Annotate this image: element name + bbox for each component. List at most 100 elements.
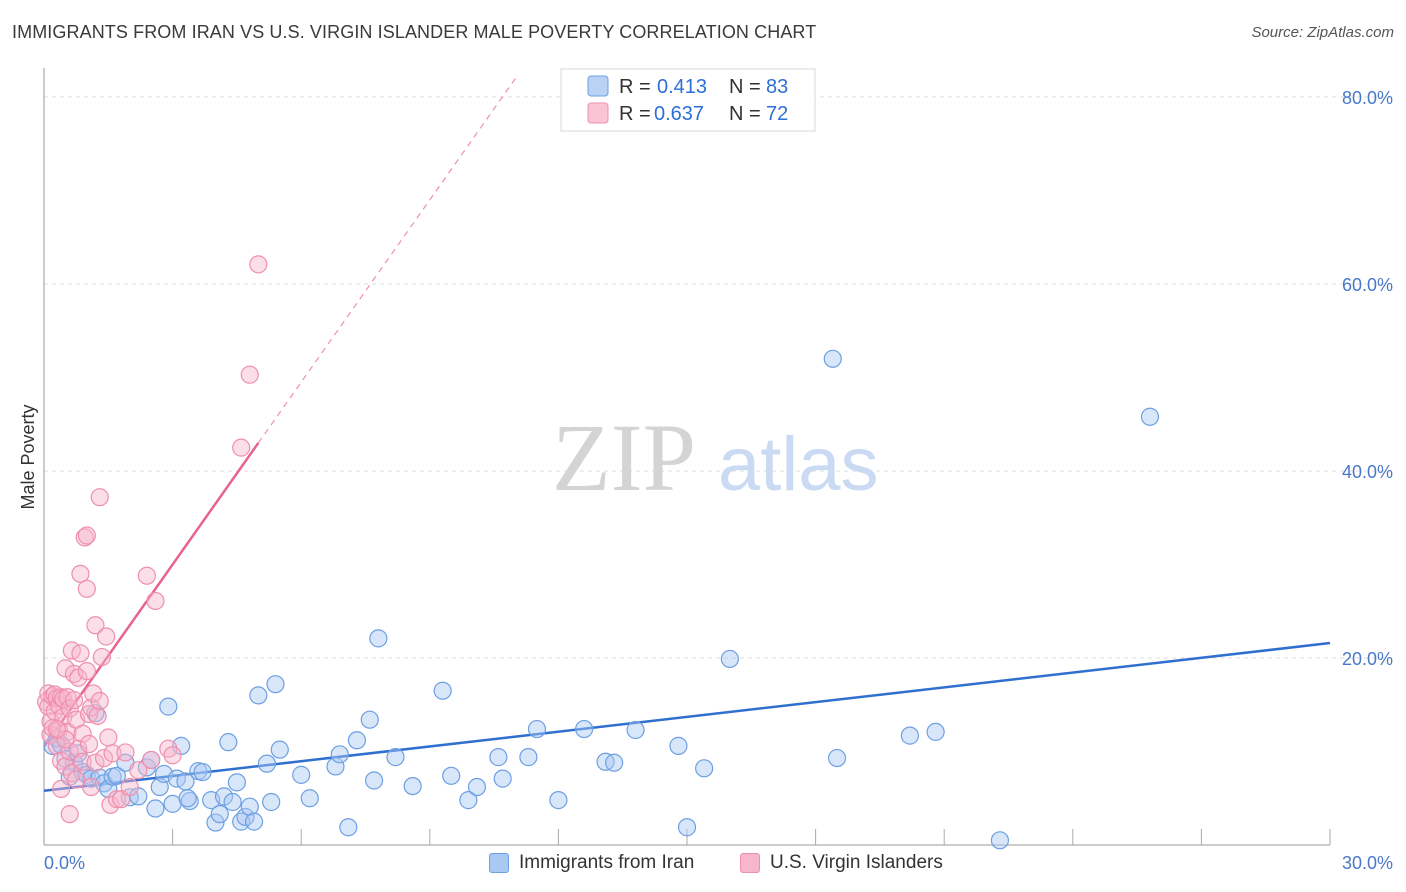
virgin-islander-point <box>97 627 116 646</box>
x-tick-label: 0.0% <box>44 853 85 873</box>
legend-swatch-virgin-islanders <box>587 102 609 124</box>
iran-point <box>720 649 739 669</box>
virgin-islander-point <box>107 790 126 809</box>
iran-point <box>1140 407 1160 426</box>
iran-point <box>240 797 259 816</box>
iran-point <box>107 766 126 785</box>
iran-point <box>519 748 538 767</box>
virgin-islander-point <box>77 579 96 598</box>
virgin-islander-point <box>82 777 101 797</box>
iran-point <box>262 792 281 812</box>
iran-point <box>605 753 624 772</box>
iran-point <box>823 349 842 368</box>
virgin-islander-point <box>86 753 105 772</box>
iran-point <box>210 805 229 824</box>
iran-point <box>369 629 388 648</box>
iran-point <box>403 776 422 796</box>
iran-point <box>266 675 285 694</box>
virgin-islander-point <box>60 805 79 824</box>
virgin-islander-point <box>47 719 66 739</box>
iran-point <box>990 831 1010 850</box>
virgin-islander-point <box>77 526 96 545</box>
iran-point <box>459 791 478 810</box>
iran-point <box>330 745 349 764</box>
y-tick-label: 80.0% <box>1342 88 1393 108</box>
iran-point <box>236 807 255 827</box>
y-axis-label: Male Poverty <box>18 404 38 509</box>
legend-r-value: 0.637 <box>654 103 704 125</box>
virgin-islander-point <box>73 724 92 743</box>
legend-item-iran[interactable]: Immigrants from Iran <box>489 852 694 874</box>
virgin-islander-point <box>92 647 111 667</box>
legend-n-value: 72 <box>766 103 788 125</box>
iran-point <box>339 818 358 837</box>
series-legend: Immigrants from Iran U.S. Virgin Islande… <box>0 852 1406 878</box>
virgin-islander-point <box>86 616 105 635</box>
iran-point <box>178 789 197 808</box>
watermark-atlas: atlas <box>718 422 879 507</box>
iran-point <box>180 791 199 811</box>
iran-point <box>360 710 379 729</box>
iran-point <box>493 769 512 788</box>
legend-swatch-iran <box>587 75 609 97</box>
legend-n-value: 83 <box>766 76 788 98</box>
iran-point <box>270 740 289 759</box>
iran-point <box>433 681 452 700</box>
iran-point <box>575 719 594 739</box>
legend-box: R = 0.413 N = 83 R = 0.637 N = 72 <box>560 68 816 132</box>
virgin-islander-point <box>116 743 135 762</box>
x-tick-label: 30.0% <box>1342 853 1393 873</box>
legend-label-virgin-islanders: U.S. Virgin Islanders <box>770 852 943 873</box>
virgin-islander-point <box>232 438 251 457</box>
iran-point <box>527 719 547 739</box>
y-tick-label: 20.0% <box>1342 649 1393 669</box>
iran-point <box>347 731 367 750</box>
virgin-islander-point <box>79 734 99 754</box>
iran-point <box>227 773 246 792</box>
iran-point <box>249 686 268 705</box>
iran-point <box>695 759 714 778</box>
iran-point <box>244 812 264 831</box>
iran-point <box>467 777 487 797</box>
virgin-islander-trend-extension <box>257 77 517 444</box>
iran-point <box>364 771 384 790</box>
virgin-islander-point <box>77 661 96 681</box>
virgin-islander-point <box>146 591 165 611</box>
data-points <box>37 255 1160 850</box>
iran-point <box>193 762 212 782</box>
virgin-islander-point <box>60 699 79 718</box>
legend-swatch-virgin-islanders <box>740 853 760 873</box>
virgin-islander-point <box>90 691 109 711</box>
virgin-islander-point <box>249 255 268 274</box>
legend-n-label: N = <box>729 76 761 98</box>
legend-swatch-iran <box>489 853 509 873</box>
virgin-islander-point <box>64 690 84 710</box>
iran-point <box>146 799 165 818</box>
virgin-islander-point <box>163 746 182 765</box>
iran-point <box>206 813 225 832</box>
watermark: ZIP atlas <box>552 404 879 511</box>
iran-point <box>300 789 319 808</box>
legend-n-label: N = <box>729 103 761 125</box>
virgin-islander-point <box>88 706 107 726</box>
virgin-islander-point <box>71 644 90 663</box>
virgin-islander-point <box>67 770 86 789</box>
tick-labels: 20.0% 40.0% 60.0% 80.0% 0.0% 30.0% <box>44 88 1393 873</box>
virgin-islander-point <box>84 684 103 703</box>
virgin-islander-point <box>129 761 148 780</box>
iran-point <box>292 765 311 784</box>
y-tick-label: 60.0% <box>1342 275 1393 295</box>
iran-point <box>159 697 178 716</box>
y-tick-label: 40.0% <box>1342 462 1393 482</box>
iran-point <box>626 720 645 740</box>
iran-point <box>677 818 697 837</box>
virgin-islander-trend-line <box>42 442 260 748</box>
legend-item-virgin-islanders[interactable]: U.S. Virgin Islanders <box>740 852 943 874</box>
legend-label-iran: Immigrants from Iran <box>519 852 695 873</box>
legend-r-value: 0.413 <box>657 76 707 98</box>
virgin-islander-point <box>137 566 156 585</box>
iran-point <box>442 766 461 785</box>
iran-point <box>219 733 238 752</box>
virgin-islander-point <box>90 488 109 507</box>
